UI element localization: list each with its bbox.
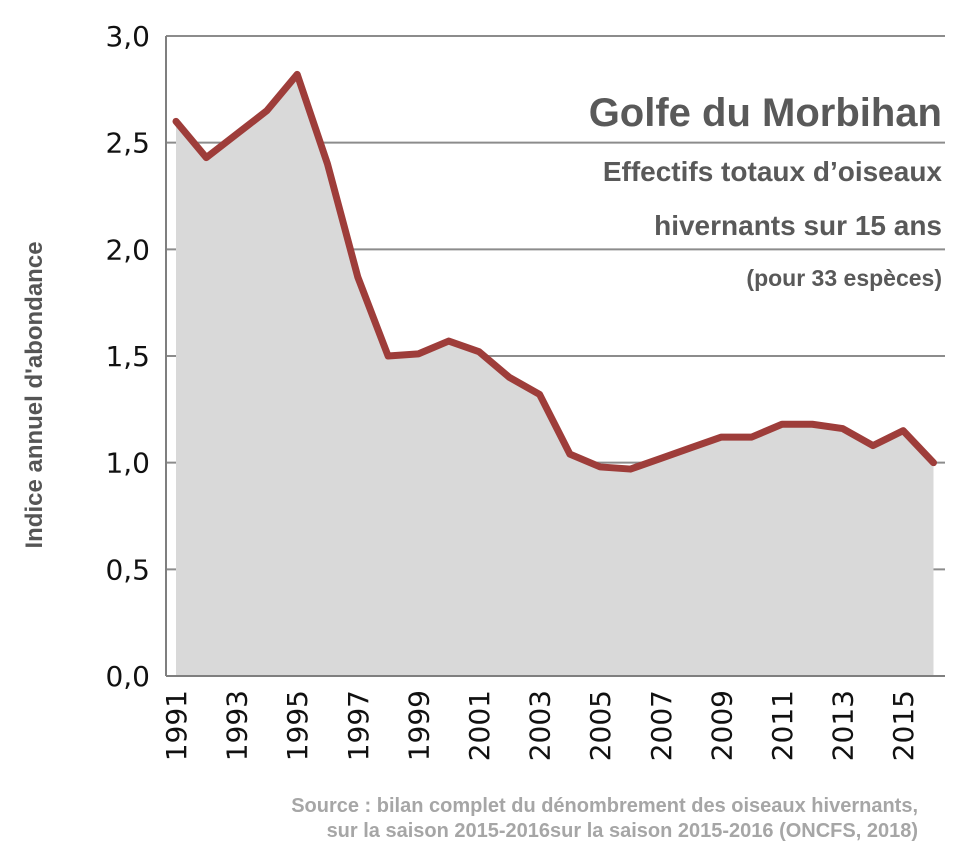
x-tick-labels: 1991 1993 1995 1997 1999 2001 2003 2005 2007 2009… [160, 690, 920, 761]
x-tick-label: 2009 [705, 690, 738, 761]
data-point [930, 459, 937, 466]
data-point [415, 350, 422, 357]
source-line2: sur la saison 2015-2016sur la saison 201… [327, 820, 918, 842]
y-tick-labels: 0,0 0,5 1,0 1,5 2,0 2,5 3,0 [105, 20, 150, 693]
data-point [536, 391, 543, 398]
x-tick-label: 2005 [584, 690, 617, 761]
data-point [476, 348, 482, 355]
data-point [385, 353, 392, 359]
x-tick-label: 1991 [160, 690, 193, 761]
y-axis-label: Indice annuel d'abondance [21, 241, 48, 548]
data-point [203, 154, 210, 161]
data-point [506, 374, 513, 381]
data-point [597, 463, 604, 470]
x-tick-label: 2015 [887, 690, 920, 761]
data-point [627, 466, 634, 473]
chart-subtitle-line2: hivernants sur 15 ans [654, 210, 942, 241]
data-point [294, 71, 301, 78]
chart-subtitle-line3: (pour 33 espèces) [746, 265, 942, 291]
data-point [839, 425, 846, 432]
y-tick-label: 2,0 [105, 233, 150, 266]
x-tick-label: 1993 [221, 690, 254, 761]
chart-title: Golfe du Morbihan [589, 91, 942, 135]
series-line [172, 70, 937, 473]
data-point [688, 444, 695, 451]
x-tick-label: 2007 [645, 690, 678, 761]
x-tick-label: 1997 [342, 690, 375, 761]
x-tick-label: 2003 [524, 690, 557, 761]
data-point [173, 118, 179, 125]
data-point [657, 455, 664, 462]
area-fill [176, 74, 934, 676]
data-points [173, 71, 937, 473]
y-tick-label: 0,0 [105, 660, 150, 693]
x-tick-label: 2001 [463, 690, 496, 761]
x-tick-label: 1995 [281, 690, 314, 761]
data-point [809, 421, 816, 428]
y-tick-label: 2,5 [105, 127, 150, 160]
data-point [263, 107, 270, 114]
chart-subtitle-line1: Effectifs totaux d’oiseaux [603, 156, 943, 187]
y-tick-label: 1,5 [105, 340, 150, 373]
data-point [900, 427, 907, 434]
y-tick-label: 3,0 [105, 20, 150, 53]
x-tick-label: 1999 [402, 690, 435, 761]
data-point [354, 274, 361, 281]
y-tick-label: 0,5 [105, 553, 150, 586]
data-point [779, 421, 785, 428]
x-tick-label: 2011 [766, 690, 799, 761]
data-point [718, 434, 725, 441]
data-point [324, 161, 331, 167]
data-point [566, 451, 573, 458]
y-tick-label: 1,0 [105, 447, 150, 480]
data-point [445, 338, 452, 345]
x-tick-label: 2013 [827, 690, 860, 761]
data-point [748, 434, 755, 441]
data-point [233, 131, 240, 138]
source-line1: Source : bilan complet du dénombrement d… [291, 795, 918, 817]
data-point [869, 442, 876, 449]
